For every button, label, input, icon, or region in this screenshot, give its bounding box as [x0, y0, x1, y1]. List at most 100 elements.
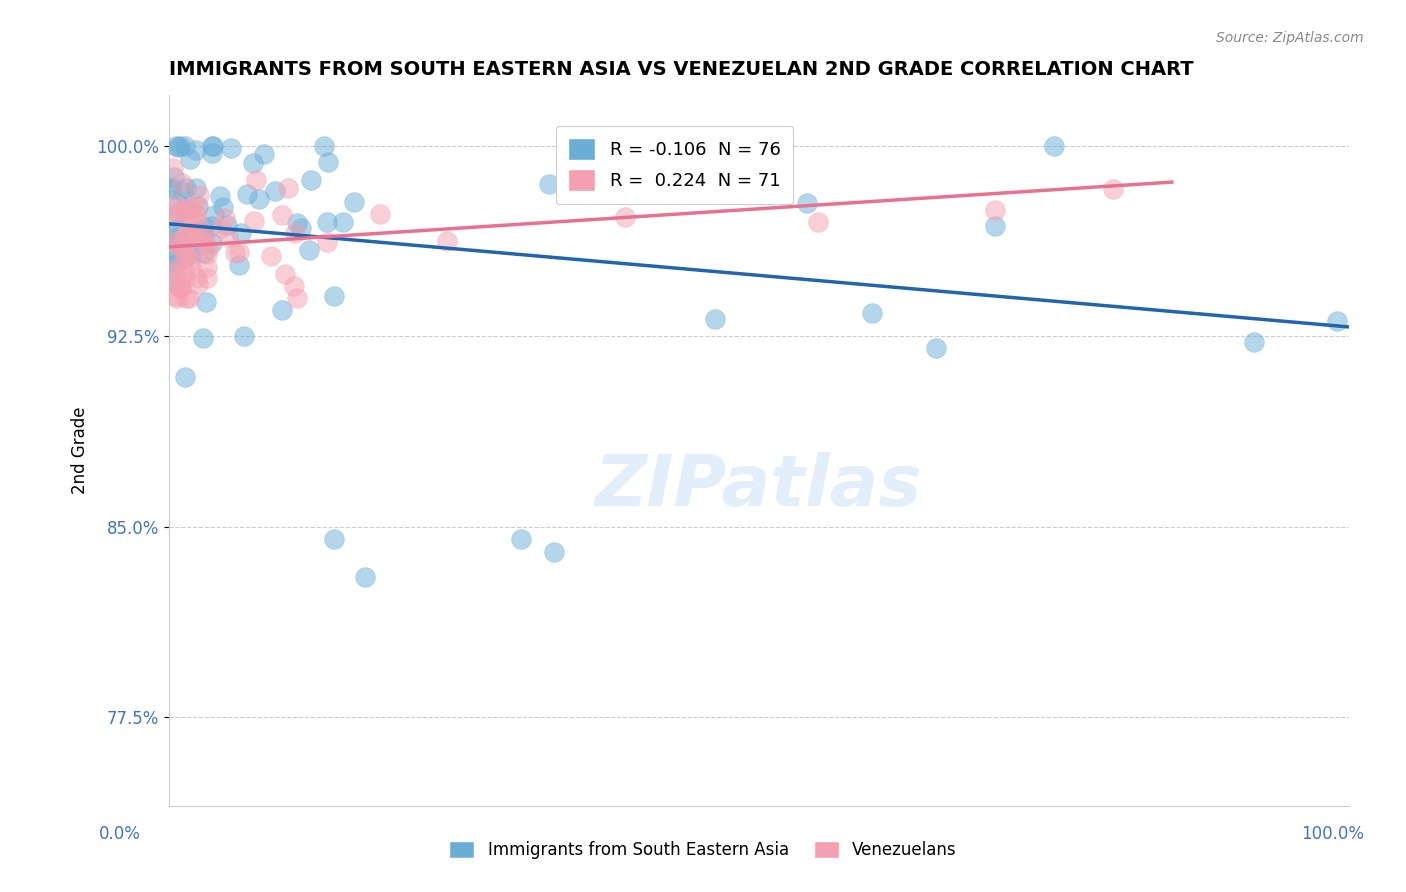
Point [354, 570, 377, 584]
Point [172, 176, 194, 190]
Point [510, 533, 533, 547]
Point [284, 226, 307, 240]
Point [231, 226, 253, 240]
Point [177, 207, 200, 221]
Point [860, 305, 883, 319]
Point [172, 185, 194, 199]
Point [984, 203, 1007, 218]
Point [228, 244, 250, 259]
Point [167, 208, 190, 222]
Point [283, 278, 305, 293]
Point [332, 215, 354, 229]
Point [224, 246, 246, 260]
Point [260, 249, 283, 263]
Point [214, 211, 236, 226]
Point [200, 219, 222, 234]
Point [368, 207, 391, 221]
Point [174, 249, 197, 263]
Point [160, 254, 183, 268]
Point [748, 152, 770, 166]
Point [187, 277, 209, 291]
Text: 0.0%: 0.0% [98, 825, 141, 843]
Text: ZIPatlas: ZIPatlas [595, 451, 922, 521]
Point [166, 197, 188, 211]
Point [436, 234, 458, 248]
Point [181, 230, 204, 244]
Point [315, 235, 337, 250]
Point [247, 192, 270, 206]
Point [167, 230, 190, 244]
Point [236, 186, 259, 201]
Point [159, 273, 181, 287]
Legend: Immigrants from South Eastern Asia, Venezuelans: Immigrants from South Eastern Asia, Vene… [443, 834, 963, 866]
Point [682, 170, 704, 185]
Point [165, 139, 187, 153]
Point [316, 154, 339, 169]
Point [1326, 314, 1348, 328]
Point [984, 219, 1007, 233]
Point [170, 204, 193, 219]
Point [212, 200, 235, 214]
Point [180, 201, 202, 215]
Point [243, 213, 266, 227]
Y-axis label: 2nd Grade: 2nd Grade [72, 407, 89, 494]
Point [162, 161, 184, 176]
Point [165, 247, 187, 261]
Point [176, 203, 198, 218]
Point [187, 187, 209, 202]
Point [193, 227, 215, 242]
Point [170, 281, 193, 295]
Point [163, 266, 186, 280]
Point [160, 180, 183, 194]
Point [167, 204, 190, 219]
Point [186, 143, 208, 157]
Text: Source: ZipAtlas.com: Source: ZipAtlas.com [1216, 31, 1364, 45]
Point [290, 221, 312, 235]
Point [193, 219, 215, 234]
Point [190, 226, 212, 240]
Point [232, 329, 254, 343]
Point [807, 215, 830, 229]
Point [195, 235, 218, 250]
Point [179, 291, 201, 305]
Point [201, 146, 224, 161]
Point [201, 139, 224, 153]
Point [202, 208, 225, 222]
Point [177, 226, 200, 240]
Point [271, 302, 294, 317]
Point [343, 195, 366, 210]
Text: IMMIGRANTS FROM SOUTH EASTERN ASIA VS VENEZUELAN 2ND GRADE CORRELATION CHART: IMMIGRANTS FROM SOUTH EASTERN ASIA VS VE… [169, 60, 1194, 78]
Point [299, 173, 322, 187]
Point [195, 247, 218, 261]
Point [160, 182, 183, 196]
Point [796, 196, 818, 211]
Point [162, 262, 184, 277]
Point [174, 369, 197, 384]
Point [174, 272, 197, 286]
Point [217, 230, 239, 244]
Point [543, 545, 565, 559]
Point [202, 139, 225, 153]
Point [215, 218, 238, 232]
Point [166, 256, 188, 270]
Point [274, 267, 297, 281]
Point [184, 181, 207, 195]
Point [166, 235, 188, 249]
Legend: R = -0.106  N = 76, R =  0.224  N = 71: R = -0.106 N = 76, R = 0.224 N = 71 [555, 126, 793, 204]
Point [925, 341, 948, 355]
Point [219, 141, 242, 155]
Point [180, 247, 202, 261]
Point [704, 312, 727, 326]
Point [163, 289, 186, 303]
Point [209, 189, 232, 203]
Point [169, 281, 191, 295]
Point [160, 235, 183, 249]
Point [167, 280, 190, 294]
Point [174, 203, 197, 218]
Point [195, 260, 218, 274]
Point [191, 331, 214, 345]
Point [316, 215, 339, 229]
Point [264, 184, 287, 198]
Point [186, 207, 208, 221]
Point [174, 237, 197, 252]
